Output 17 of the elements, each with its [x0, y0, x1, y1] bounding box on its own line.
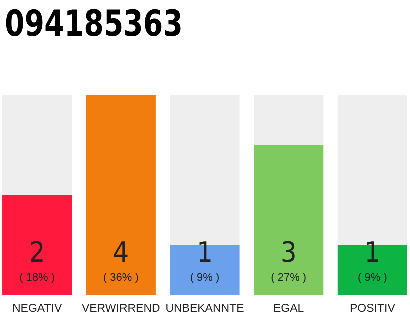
x-tick-label: VERWIRREND	[82, 303, 160, 315]
annotation: ( 18% )	[20, 272, 56, 284]
x-tick-label: UNBEKANNTE	[166, 303, 245, 315]
x-tick-label: POSITIV	[350, 303, 396, 315]
data-label: 1	[196, 236, 214, 269]
data-label: 3	[280, 236, 297, 269]
x-tick-label: EGAL	[274, 303, 305, 315]
chart-title: 094185363	[5, 4, 208, 45]
data-label: 4	[113, 236, 130, 269]
annotation: ( 9% )	[190, 272, 220, 284]
data-label: 2	[29, 236, 46, 269]
annotation: ( 27% )	[271, 272, 307, 284]
annotation: ( 36% )	[103, 272, 139, 284]
data-label: 1	[364, 236, 381, 269]
x-tick-label: NEGATIV	[12, 303, 62, 315]
bar	[86, 95, 156, 295]
annotation: ( 9% )	[358, 272, 388, 284]
